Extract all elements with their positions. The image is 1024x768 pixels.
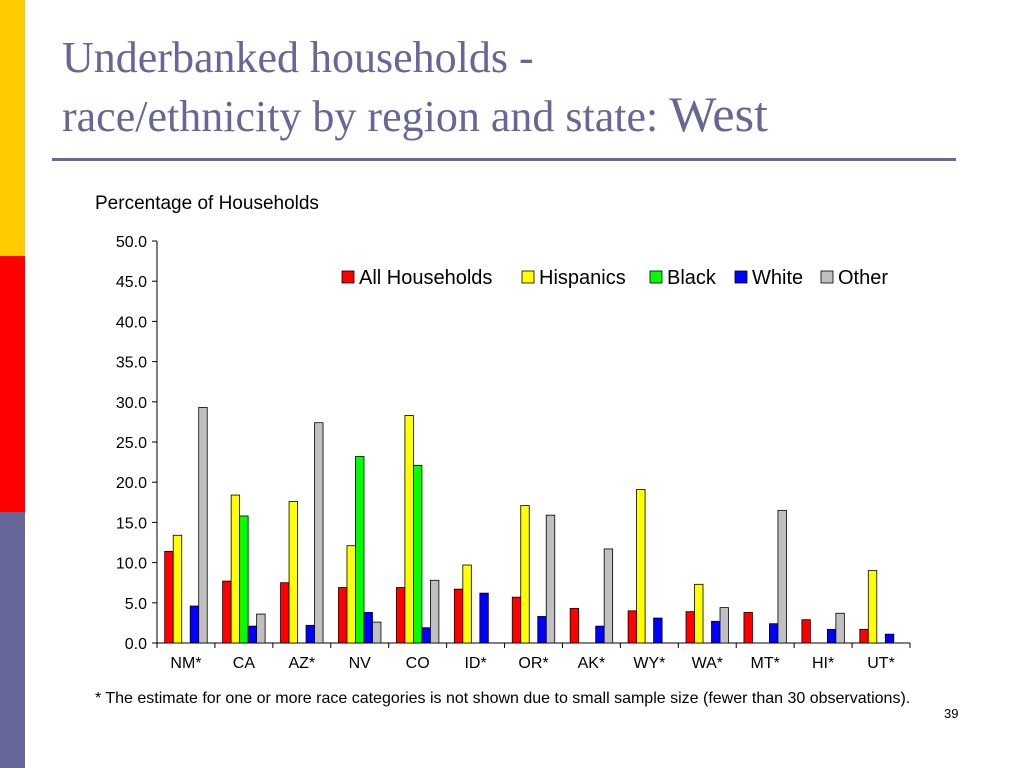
bar-all-households (627, 610, 637, 644)
bar-hispanics (462, 564, 472, 644)
bar-all-households (453, 588, 464, 644)
bar-hispanics (230, 494, 241, 644)
footnote: * The estimate for one or more race cate… (95, 690, 911, 707)
legend-label: Black (667, 267, 717, 289)
y-tick-label: 30.0 (116, 395, 147, 412)
legend-swatch (820, 270, 834, 284)
y-tick-label: 10.0 (116, 556, 147, 573)
bar-white (305, 624, 315, 644)
legend-label: Hispanics (539, 267, 626, 289)
legend-label: All Households (359, 267, 492, 289)
accent-bar-purple (0, 512, 25, 768)
bar-white (711, 620, 721, 644)
x-tick-label: HI* (812, 655, 834, 672)
bar-hispanics (346, 545, 356, 644)
bar-all-households (569, 608, 580, 644)
bar-other (777, 509, 787, 644)
bar-other (372, 621, 382, 644)
y-tick-label: 50.0 (116, 234, 147, 251)
legend-label: White (752, 267, 803, 289)
bar-hispanics (867, 570, 878, 644)
bar-all-households (164, 550, 174, 644)
bar-white (247, 625, 258, 644)
bar-all-households (685, 611, 695, 644)
legend-swatch (649, 270, 663, 284)
y-tick-label: 20.0 (116, 475, 147, 492)
bar-hispanics (172, 534, 183, 644)
bar-all-households (338, 587, 348, 644)
title-line-2-emphasis: West (669, 86, 768, 142)
y-tick-label: 25.0 (116, 435, 147, 452)
title-underline (52, 158, 956, 161)
x-tick-label: UT* (867, 655, 895, 672)
bar-all-households (859, 628, 869, 644)
bar-white (653, 617, 663, 644)
bar-white (479, 592, 489, 644)
y-tick-label: 5.0 (125, 596, 147, 613)
bar-white (769, 623, 779, 644)
x-tick-label: OR* (518, 655, 548, 672)
bar-all-households (801, 619, 811, 644)
legend-label: Other (838, 267, 888, 289)
bar-black (355, 456, 365, 644)
y-tick-label: 0.0 (125, 636, 147, 653)
bar-other (198, 407, 208, 644)
bar-other (835, 612, 845, 644)
y-tick-label: 35.0 (116, 355, 147, 372)
bar-black (413, 464, 423, 644)
bar-hispanics (636, 489, 646, 644)
bar-all-households (280, 582, 290, 644)
x-tick-label: WY* (633, 655, 665, 672)
bar-other (430, 579, 440, 644)
bar-other (314, 422, 324, 644)
bar-other (545, 514, 556, 644)
bar-hispanics (404, 415, 414, 644)
bar-white (189, 605, 200, 644)
x-tick-label: ID* (464, 655, 486, 672)
bar-other (719, 607, 729, 644)
bar-all-households (222, 580, 232, 644)
bar-white (537, 616, 547, 644)
bar-white (363, 612, 373, 644)
bar-other (603, 548, 614, 644)
bar-hispanics (520, 505, 530, 644)
bar-hispanics (288, 501, 298, 644)
title-line-1: Underbanked households - (62, 33, 534, 82)
bar-black (239, 515, 249, 644)
bar-white (595, 625, 605, 644)
legend-swatch (734, 270, 748, 284)
page-number: 39 (944, 706, 959, 721)
bar-all-households (743, 612, 753, 644)
y-tick-label: 40.0 (116, 314, 147, 331)
bar-white (826, 628, 837, 644)
x-tick-label: NV (349, 655, 372, 672)
x-tick-label: AZ* (288, 655, 315, 672)
bar-all-households (396, 587, 406, 644)
accent-bar-yellow (0, 0, 25, 256)
x-tick-label: AK* (578, 655, 606, 672)
bar-hispanics (694, 583, 704, 644)
y-axis-title: Percentage of Households (95, 193, 319, 214)
bar-other (256, 613, 266, 644)
legend-swatch (341, 270, 355, 284)
x-tick-label: CA (233, 655, 256, 672)
legend-swatch (521, 270, 535, 284)
x-tick-label: CO (406, 655, 430, 672)
accent-bar-red (0, 256, 25, 512)
title-line-2-prefix: race/ethnicity by region and state: (62, 92, 670, 141)
x-tick-label: WA* (692, 655, 723, 672)
y-tick-label: 45.0 (116, 274, 147, 291)
y-tick-label: 15.0 (116, 515, 147, 532)
bar-white (884, 633, 895, 644)
x-tick-label: MT* (751, 655, 780, 672)
bar-all-households (511, 596, 522, 644)
x-tick-label: NM* (170, 655, 201, 672)
bar-white (421, 627, 431, 644)
slide-title: Underbanked households - race/ethnicity … (62, 30, 962, 145)
